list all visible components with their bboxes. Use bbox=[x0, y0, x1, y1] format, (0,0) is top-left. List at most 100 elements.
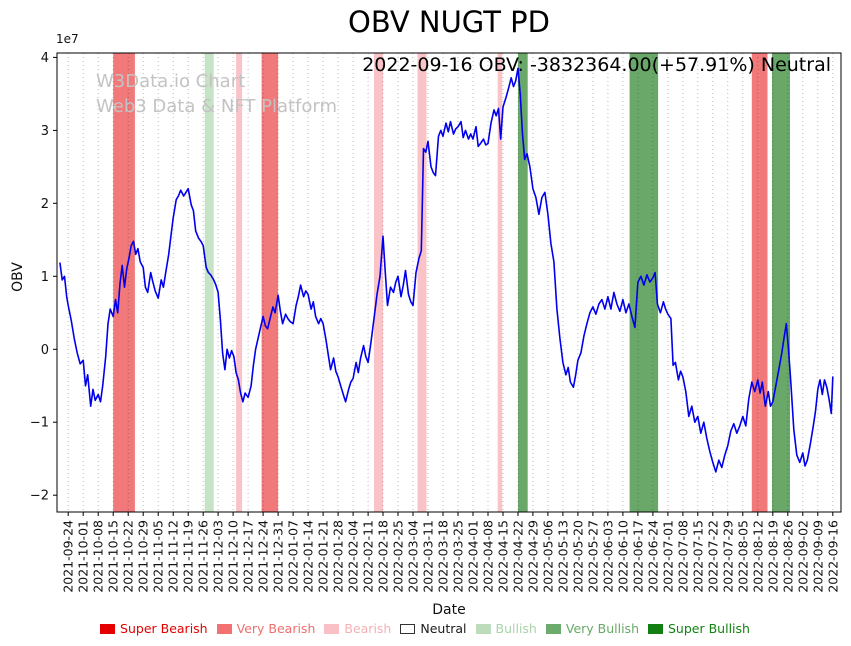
legend-swatch bbox=[400, 623, 416, 634]
x-tick-label: 2022-04-22 bbox=[511, 520, 526, 593]
x-tick-label: 2022-05-27 bbox=[585, 520, 600, 593]
x-tick-label: 2022-02-11 bbox=[361, 520, 376, 593]
x-tick-label: 2022-04-29 bbox=[525, 520, 540, 593]
legend-item-very-bullish: Very Bullish bbox=[545, 621, 639, 636]
legend-label: Bullish bbox=[495, 621, 537, 636]
y-axis-label: OBV bbox=[10, 262, 26, 292]
x-tick-label: 2022-09-16 bbox=[825, 520, 840, 593]
x-tick-label: 2021-12-24 bbox=[256, 520, 271, 593]
x-tick-label: 2021-12-03 bbox=[211, 520, 226, 593]
legend-label: Bearish bbox=[344, 621, 392, 636]
x-tick-label: 2021-10-15 bbox=[106, 520, 121, 593]
x-tick-label: 2022-07-01 bbox=[660, 520, 675, 593]
plot-frame bbox=[56, 52, 842, 513]
x-tick-label: 2022-07-15 bbox=[690, 520, 705, 593]
x-tick-label: 2021-09-24 bbox=[61, 520, 76, 593]
x-tick-label: 2022-06-17 bbox=[630, 520, 645, 593]
x-tick-label: 2022-08-05 bbox=[735, 520, 750, 593]
x-tick-label: 2022-03-04 bbox=[406, 520, 421, 593]
legend-swatch bbox=[545, 623, 561, 634]
x-tick-label: 2021-12-31 bbox=[271, 520, 286, 593]
x-tick-label: 2022-07-29 bbox=[720, 520, 735, 593]
sentiment-band-bullish bbox=[204, 53, 214, 512]
legend-label: Very Bearish bbox=[236, 621, 316, 636]
legend-item-very-bearish: Very Bearish bbox=[216, 621, 316, 636]
x-tick-label: 2021-11-19 bbox=[181, 520, 196, 593]
x-tick-label: 2022-09-09 bbox=[810, 520, 825, 593]
sentiment-band-very_bearish bbox=[751, 53, 768, 512]
watermark-line1: W3Data.io Chart bbox=[96, 71, 246, 92]
x-tick-label: 2021-12-17 bbox=[241, 520, 256, 593]
x-tick-label: 2022-02-25 bbox=[391, 520, 406, 593]
x-tick-label: 2022-02-18 bbox=[376, 520, 391, 593]
x-tick-label: 2021-11-12 bbox=[166, 520, 181, 593]
legend-item-super-bullish: Super Bullish bbox=[648, 621, 750, 636]
x-tick-label: 2022-04-08 bbox=[481, 520, 496, 593]
x-tick-label: 2022-04-15 bbox=[496, 520, 511, 593]
x-tick-label: 2022-04-01 bbox=[466, 520, 481, 593]
y-tick-label: 0 bbox=[41, 343, 49, 358]
y-tick-label: 1 bbox=[41, 270, 49, 285]
y-tick-label: 3 bbox=[41, 124, 49, 139]
legend-swatch bbox=[324, 623, 340, 634]
watermark: W3Data.io Chart Web3 Data & NFT Platform bbox=[96, 70, 337, 120]
sentiment-legend: Super Bearish Very Bearish Bearish Neutral B… bbox=[25, 621, 825, 636]
x-tick-label: 2022-01-28 bbox=[331, 520, 346, 593]
x-tick-label: 2022-06-03 bbox=[600, 520, 615, 593]
obv-line bbox=[59, 67, 834, 473]
sentiment-band-bearish bbox=[417, 53, 427, 512]
x-tick-label: 2022-09-02 bbox=[795, 520, 810, 593]
legend-swatch bbox=[475, 623, 491, 634]
legend-item-super-bearish: Super Bearish bbox=[100, 621, 208, 636]
x-tick-label: 2021-10-01 bbox=[76, 520, 91, 593]
x-tick-label: 2021-11-05 bbox=[151, 520, 166, 593]
x-tick-label: 2021-10-29 bbox=[136, 520, 151, 593]
watermark-line2: Web3 Data & NFT Platform bbox=[96, 95, 338, 117]
y-tick-label: −2 bbox=[30, 489, 49, 504]
x-tick-label: 2022-01-21 bbox=[316, 520, 331, 593]
sentiment-band-bearish bbox=[497, 53, 503, 512]
legend-label: Super Bullish bbox=[668, 621, 750, 636]
legend-label: Super Bearish bbox=[120, 621, 208, 636]
legend-item-bullish: Bullish bbox=[475, 621, 537, 636]
legend-swatch bbox=[648, 623, 663, 634]
page-title: OBV NUGT PD bbox=[348, 5, 550, 39]
x-tick-label: 2022-02-04 bbox=[346, 520, 361, 593]
sentiment-band-bearish bbox=[236, 53, 243, 512]
x-tick-label: 2022-06-24 bbox=[645, 520, 660, 593]
y-axis-offset-text: 1e7 bbox=[56, 32, 79, 46]
x-tick-label: 2022-08-26 bbox=[780, 520, 795, 593]
x-axis-label: Date bbox=[432, 602, 466, 618]
legend-swatch bbox=[100, 623, 116, 634]
x-tick-label: 2021-10-22 bbox=[121, 520, 136, 593]
y-tick-label: −1 bbox=[30, 416, 49, 431]
legend-label: Neutral bbox=[420, 621, 467, 636]
x-tick-label: 2021-10-08 bbox=[91, 520, 106, 593]
x-tick-label: 2022-01-07 bbox=[286, 520, 301, 593]
legend-item-neutral: Neutral bbox=[400, 621, 467, 636]
y-tick-label: 4 bbox=[41, 51, 49, 66]
x-tick-label: 2022-03-18 bbox=[436, 520, 451, 593]
legend-item-bearish: Bearish bbox=[324, 621, 391, 636]
y-tick-label: 2 bbox=[41, 197, 49, 212]
x-tick-label: 2021-11-26 bbox=[196, 520, 211, 593]
sentiment-band-very_bullish bbox=[772, 53, 790, 512]
x-tick-label: 2022-08-19 bbox=[765, 520, 780, 593]
x-tick-label: 2022-08-12 bbox=[750, 520, 765, 593]
x-tick-label: 2022-07-08 bbox=[675, 520, 690, 593]
x-tick-label: 2022-06-10 bbox=[615, 520, 630, 593]
x-tick-label: 2021-12-10 bbox=[226, 520, 241, 593]
x-tick-label: 2022-05-20 bbox=[570, 520, 585, 593]
x-tick-label: 2022-03-25 bbox=[451, 520, 466, 593]
x-tick-label: 2022-05-06 bbox=[540, 520, 555, 593]
legend-label: Very Bullish bbox=[565, 621, 639, 636]
x-tick-label: 2022-07-22 bbox=[705, 520, 720, 593]
legend-swatch bbox=[216, 623, 232, 634]
sentiment-band-very_bullish bbox=[518, 53, 528, 512]
x-tick-label: 2022-05-13 bbox=[555, 520, 570, 593]
current-obv-annotation: 2022-09-16 OBV: -3832364.00(+57.91%) Neu… bbox=[362, 54, 831, 76]
x-tick-label: 2022-01-14 bbox=[301, 520, 316, 593]
x-tick-label: 2022-03-11 bbox=[421, 520, 436, 593]
